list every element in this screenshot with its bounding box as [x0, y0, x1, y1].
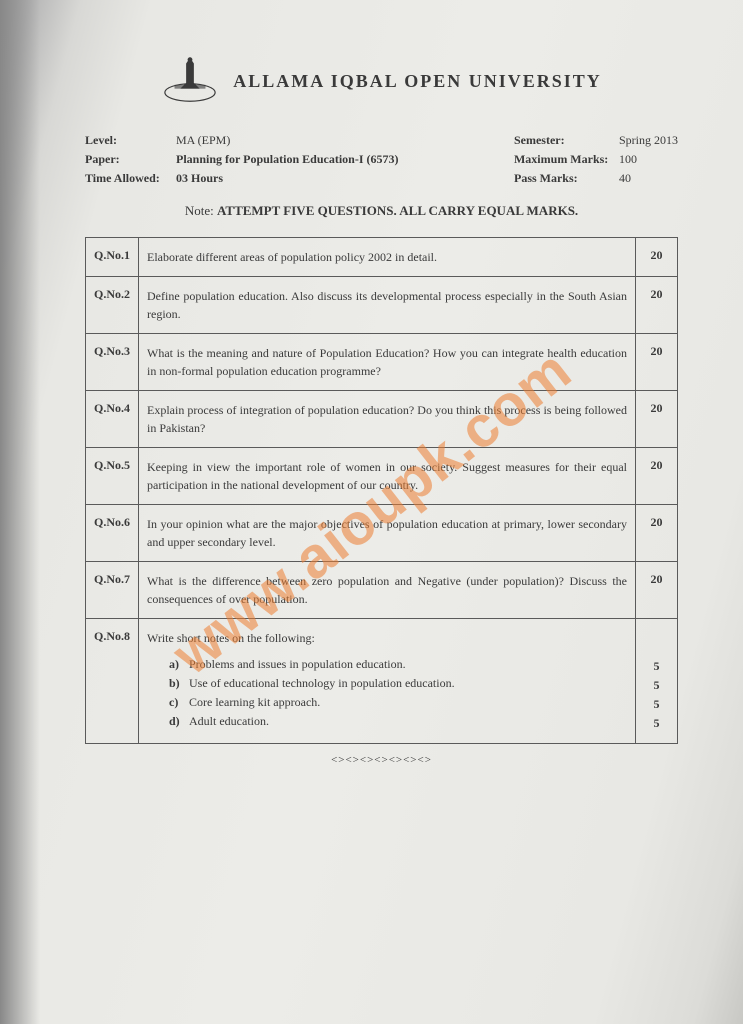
question-number: Q.No.3	[86, 333, 139, 390]
question-marks: 20	[636, 504, 678, 561]
question-marks: 20	[636, 237, 678, 276]
sublist-label: b)	[169, 674, 189, 693]
question-row: Q.No.3What is the meaning and nature of …	[86, 333, 678, 390]
question-text: Define population education. Also discus…	[139, 276, 636, 333]
sublist-text: Problems and issues in population educat…	[189, 657, 406, 671]
question-marks: 20	[636, 276, 678, 333]
question-row: Q.No.5Keeping in view the important role…	[86, 447, 678, 504]
question-row: Q.No.1Elaborate different areas of popul…	[86, 237, 678, 276]
meta-right: Semester: Spring 2013 Maximum Marks: 100…	[514, 131, 678, 189]
note-text: ATTEMPT FIVE QUESTIONS. ALL CARRY EQUAL …	[217, 203, 578, 218]
question-row: Q.No.8Write short notes on the following…	[86, 618, 678, 744]
sublist-label: c)	[169, 693, 189, 712]
university-name: ALLAMA IQBAL OPEN UNIVERSITY	[233, 71, 602, 92]
header: ALLAMA IQBAL OPEN UNIVERSITY	[85, 50, 678, 113]
question-number: Q.No.4	[86, 390, 139, 447]
question-text: Write short notes on the following:a)Pro…	[139, 618, 636, 744]
meta-value: 100	[619, 150, 637, 169]
meta-row: Pass Marks: 40	[514, 169, 678, 188]
exam-meta: Level: MA (EPM) Paper: Planning for Popu…	[85, 131, 678, 189]
sub-marks: 5	[644, 695, 669, 714]
meta-value: MA (EPM)	[176, 131, 230, 150]
question-row: Q.No.2Define population education. Also …	[86, 276, 678, 333]
meta-row: Paper: Planning for Population Education…	[85, 150, 398, 169]
question-marks: 20	[636, 333, 678, 390]
sub-marks: 5	[644, 657, 669, 676]
meta-value: 40	[619, 169, 631, 188]
meta-label: Paper:	[85, 150, 173, 169]
scan-shadow	[0, 0, 40, 1024]
question-number: Q.No.7	[86, 561, 139, 618]
question-number: Q.No.8	[86, 618, 139, 744]
question-text: Elaborate different areas of population …	[139, 237, 636, 276]
meta-label: Time Allowed:	[85, 169, 173, 188]
sublist-label: a)	[169, 655, 189, 674]
question-row: Q.No.4Explain process of integration of …	[86, 390, 678, 447]
question-text: Keeping in view the important role of wo…	[139, 447, 636, 504]
question-marks: 20	[636, 561, 678, 618]
question-text: What is the difference between zero popu…	[139, 561, 636, 618]
meta-label: Semester:	[514, 131, 616, 150]
question-marks: 20	[636, 447, 678, 504]
question-marks: 5555	[636, 618, 678, 744]
footer-decoration: <><><><><><><>	[85, 754, 678, 766]
question-row: Q.No.7What is the difference between zer…	[86, 561, 678, 618]
sublist-item: c)Core learning kit approach.	[169, 693, 627, 712]
meta-value: 03 Hours	[176, 169, 223, 188]
sublist-text: Use of educational technology in populat…	[189, 676, 455, 690]
exam-paper-page: ALLAMA IQBAL OPEN UNIVERSITY Level: MA (…	[50, 30, 713, 994]
sublist-text: Adult education.	[189, 714, 269, 728]
questions-table: Q.No.1Elaborate different areas of popul…	[85, 237, 678, 745]
meta-left: Level: MA (EPM) Paper: Planning for Popu…	[85, 131, 398, 189]
question-text: What is the meaning and nature of Popula…	[139, 333, 636, 390]
meta-label: Level:	[85, 131, 173, 150]
meta-row: Time Allowed: 03 Hours	[85, 169, 398, 188]
instruction-note: Note: ATTEMPT FIVE QUESTIONS. ALL CARRY …	[85, 203, 678, 219]
meta-label: Pass Marks:	[514, 169, 616, 188]
sublist-item: a)Problems and issues in population educ…	[169, 655, 627, 674]
sublist-text: Core learning kit approach.	[189, 695, 320, 709]
meta-label: Maximum Marks:	[514, 150, 616, 169]
question-text: In your opinion what are the major objec…	[139, 504, 636, 561]
question-number: Q.No.6	[86, 504, 139, 561]
meta-row: Level: MA (EPM)	[85, 131, 398, 150]
meta-row: Semester: Spring 2013	[514, 131, 678, 150]
sublist-item: d)Adult education.	[169, 712, 627, 731]
sub-marks: 5	[644, 676, 669, 695]
sub-marks: 5	[644, 714, 669, 733]
university-logo-icon	[161, 50, 219, 113]
question-marks: 20	[636, 390, 678, 447]
question-row: Q.No.6In your opinion what are the major…	[86, 504, 678, 561]
meta-value: Planning for Population Education-I (657…	[176, 150, 398, 169]
sublist-item: b)Use of educational technology in popul…	[169, 674, 627, 693]
question-text: Explain process of integration of popula…	[139, 390, 636, 447]
note-label: Note:	[185, 203, 214, 218]
question-number: Q.No.5	[86, 447, 139, 504]
question-number: Q.No.1	[86, 237, 139, 276]
sublist: a)Problems and issues in population educ…	[147, 655, 627, 732]
meta-row: Maximum Marks: 100	[514, 150, 678, 169]
question-number: Q.No.2	[86, 276, 139, 333]
sublist-label: d)	[169, 712, 189, 731]
meta-value: Spring 2013	[619, 131, 678, 150]
